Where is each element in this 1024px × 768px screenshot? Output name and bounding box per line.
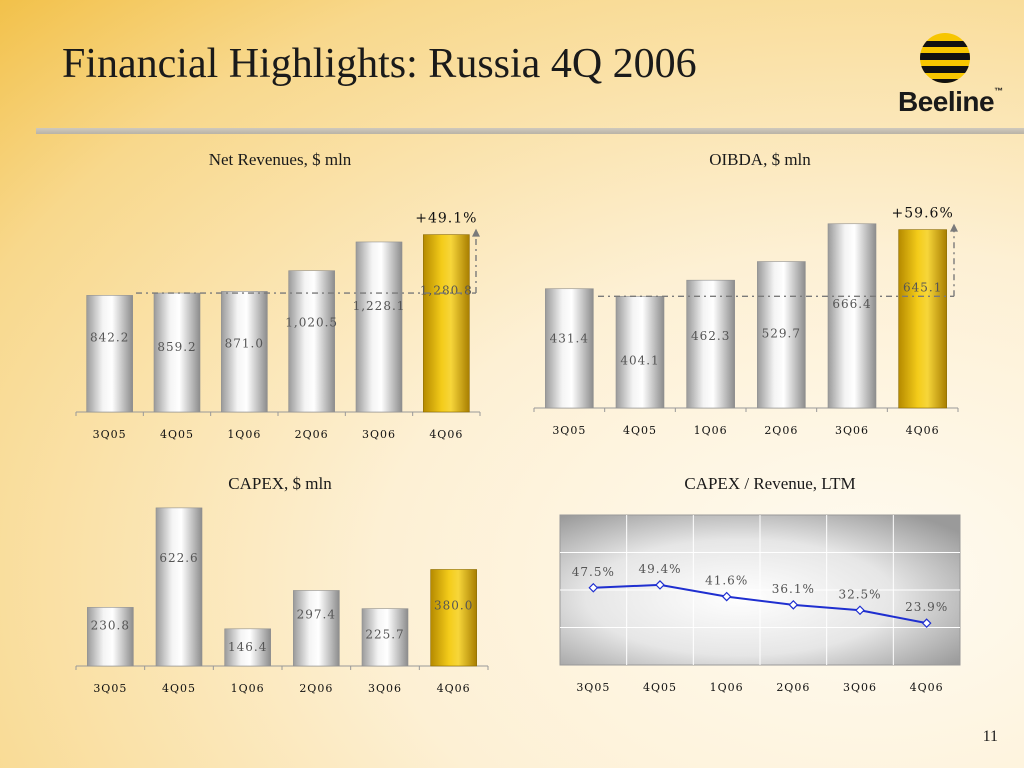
bar-value-label: 871.0 bbox=[225, 336, 264, 350]
bar-value-label: 380.0 bbox=[434, 598, 473, 612]
data-point-4Q06 bbox=[921, 618, 932, 628]
data-point-1Q06 bbox=[721, 591, 732, 602]
bar-3Q06 bbox=[827, 223, 877, 409]
x-tick-label: 4Q05 bbox=[623, 424, 657, 437]
bar-value-label: 146.4 bbox=[228, 640, 267, 654]
x-tick-label: 4Q06 bbox=[429, 428, 463, 441]
bar-value-label: 462.3 bbox=[691, 329, 730, 343]
oibda-title: OIBDA, $ mln bbox=[709, 150, 811, 169]
capex-revenue-title: CAPEX / Revenue, LTM bbox=[684, 474, 856, 493]
page-number: 11 bbox=[982, 728, 998, 745]
bar-value-label: 666.4 bbox=[832, 297, 871, 311]
x-tick-label: 3Q05 bbox=[93, 682, 127, 695]
x-tick-label: 3Q05 bbox=[576, 681, 610, 694]
bar-value-label: 1,280.8 bbox=[420, 284, 473, 298]
bar-value-label: 622.6 bbox=[159, 551, 198, 565]
bar-4Q05 bbox=[615, 295, 665, 409]
x-tick-label: 1Q06 bbox=[231, 682, 265, 695]
point-value-label: 47.5% bbox=[572, 565, 615, 579]
capex-title: CAPEX, $ mln bbox=[228, 474, 332, 493]
capex-revenue-series-line bbox=[593, 583, 927, 625]
growth-label: +59.6% bbox=[892, 206, 954, 222]
data-point-4Q05 bbox=[655, 580, 665, 590]
bar-1Q06 bbox=[686, 279, 735, 409]
x-tick-label: 2Q06 bbox=[764, 424, 798, 437]
beeline-logo: Beeline™ bbox=[898, 30, 1003, 120]
x-tick-label: 4Q05 bbox=[160, 428, 194, 441]
net-revenues-title: Net Revenues, $ mln bbox=[208, 150, 352, 169]
bar-3Q05 bbox=[545, 288, 594, 409]
data-point-3Q05 bbox=[588, 582, 599, 593]
bar-value-label: 529.7 bbox=[762, 327, 801, 341]
point-value-label: 41.6% bbox=[705, 574, 748, 588]
title-divider bbox=[36, 128, 1024, 134]
bar-2Q06 bbox=[757, 261, 806, 409]
bar-value-label: 230.8 bbox=[91, 618, 130, 632]
bar-3Q06 bbox=[361, 608, 409, 667]
bar-value-label: 1,228.1 bbox=[353, 299, 406, 313]
x-tick-label: 1Q06 bbox=[227, 428, 261, 441]
point-value-label: 23.9% bbox=[905, 600, 948, 614]
x-tick-label: 1Q06 bbox=[694, 424, 728, 437]
oibda-chart: 431.4 3Q05 404.1 4Q05 462.3 1Q06 529.7 2Q06 666.… bbox=[533, 206, 959, 437]
bar-3Q06 bbox=[355, 241, 403, 413]
net-revenues-chart: 842.2 3Q05 859.2 4Q05 871.0 1Q06 1,020.5 2Q06 1,… bbox=[75, 211, 481, 441]
capex-chart: 230.8 3Q05 622.6 4Q05 146.4 1Q06 297.4 2Q06 225.… bbox=[75, 507, 489, 695]
capex-revenue-chart: 47.5% 3Q05 49.4% 4Q05 41.6% 1Q06 36.1% 2Q06 32.5… bbox=[559, 514, 961, 694]
bar-4Q06 bbox=[423, 234, 470, 413]
x-tick-label: 3Q06 bbox=[362, 428, 396, 441]
x-tick-label: 2Q06 bbox=[295, 428, 329, 441]
bar-4Q06 bbox=[430, 569, 477, 667]
x-tick-label: 2Q06 bbox=[299, 682, 333, 695]
bar-1Q06 bbox=[224, 628, 271, 667]
bar-4Q06 bbox=[898, 229, 947, 409]
x-tick-label: 3Q05 bbox=[552, 424, 586, 437]
bar-value-label: 297.4 bbox=[297, 607, 336, 621]
bar-4Q05 bbox=[155, 507, 203, 667]
growth-arrow-icon bbox=[472, 228, 480, 237]
logo-text: Beeline bbox=[898, 86, 995, 117]
data-point-3Q06 bbox=[855, 605, 865, 616]
slide-title: Financial Highlights: Russia 4Q 2006 bbox=[62, 41, 697, 87]
logo-wordmark: Beeline™ bbox=[898, 86, 1003, 118]
data-point-2Q06 bbox=[788, 600, 799, 610]
x-tick-label: 4Q05 bbox=[643, 681, 677, 694]
x-tick-label: 4Q06 bbox=[906, 424, 940, 437]
x-tick-label: 3Q06 bbox=[835, 424, 869, 437]
bar-value-label: 645.1 bbox=[903, 281, 942, 295]
bar-3Q05 bbox=[87, 607, 134, 667]
growth-arrow-icon bbox=[950, 223, 958, 232]
bar-2Q06 bbox=[293, 590, 340, 667]
growth-label: +49.1% bbox=[415, 211, 477, 227]
beeline-logo-icon bbox=[920, 33, 970, 83]
x-tick-label: 4Q05 bbox=[162, 682, 196, 695]
x-tick-label: 4Q06 bbox=[437, 682, 471, 695]
bar-value-label: 404.1 bbox=[620, 353, 659, 367]
bar-value-label: 842.2 bbox=[90, 330, 129, 344]
point-value-label: 49.4% bbox=[638, 562, 681, 576]
bar-2Q06 bbox=[288, 270, 335, 413]
bar-3Q05 bbox=[86, 295, 133, 413]
bar-value-label: 431.4 bbox=[550, 332, 589, 346]
x-tick-label: 3Q06 bbox=[843, 681, 877, 694]
x-tick-label: 3Q05 bbox=[93, 428, 127, 441]
point-value-label: 36.1% bbox=[772, 582, 815, 596]
bar-1Q06 bbox=[221, 291, 268, 413]
logo-trademark: ™ bbox=[994, 86, 1003, 96]
bar-4Q05 bbox=[153, 292, 201, 413]
point-value-label: 32.5% bbox=[838, 587, 881, 601]
bar-value-label: 225.7 bbox=[365, 628, 404, 642]
bar-value-label: 1,020.5 bbox=[285, 316, 338, 330]
x-tick-label: 4Q06 bbox=[910, 681, 944, 694]
x-tick-label: 1Q06 bbox=[710, 681, 744, 694]
x-tick-label: 2Q06 bbox=[776, 681, 810, 694]
x-tick-label: 3Q06 bbox=[368, 682, 402, 695]
bar-value-label: 859.2 bbox=[157, 340, 196, 354]
